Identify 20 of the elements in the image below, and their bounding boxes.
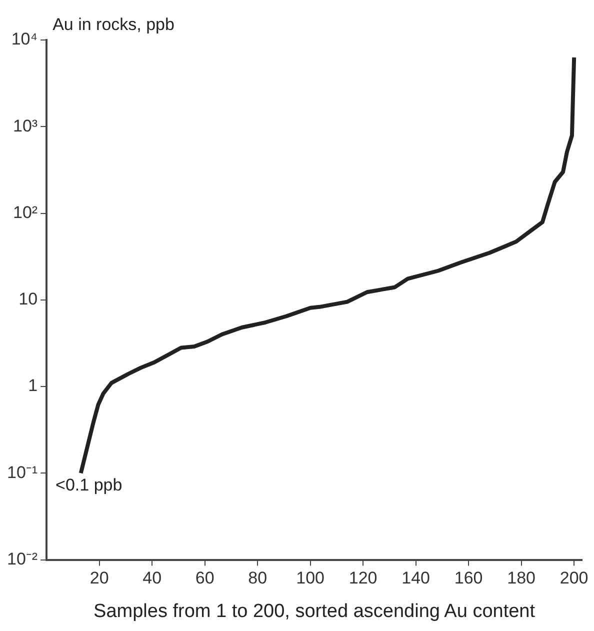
y-tick-label: 10 — [18, 290, 38, 309]
x-tick-label: 180 — [507, 568, 536, 588]
x-tick-label: 160 — [454, 568, 483, 588]
x-tick-label: 20 — [90, 568, 109, 588]
x-tick-label: 100 — [296, 568, 325, 588]
y-tick-label: 10⁻² — [6, 549, 38, 568]
x-axis-title: Samples from 1 to 200, sorted ascending Au content — [94, 600, 536, 622]
x-tick-label: 120 — [348, 568, 378, 588]
x-tick-label: 40 — [142, 568, 162, 588]
x-tick-label: 200 — [560, 568, 588, 588]
y-tick-label: 10⁻¹ — [6, 462, 38, 482]
annotation: <0.1 ppb — [56, 475, 122, 494]
x-tick-label: 140 — [402, 568, 430, 588]
y-axis-title: Au in rocks, ppb — [52, 15, 174, 34]
y-tick-label: 1 — [28, 376, 38, 396]
y-tick-label: 10³ — [12, 116, 38, 136]
y-tick-label: 10⁴ — [11, 30, 38, 49]
x-tick-label: 80 — [248, 568, 268, 588]
x-tick-label: 60 — [195, 568, 214, 588]
y-tick-label: 10² — [12, 202, 38, 222]
